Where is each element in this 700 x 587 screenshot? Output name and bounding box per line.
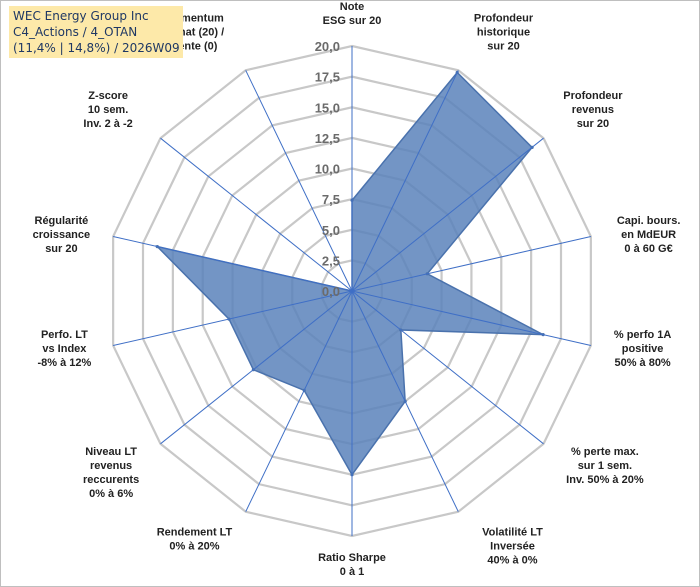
tick-label: 10,0	[315, 162, 340, 177]
category-label-line: Z-score	[88, 90, 128, 102]
category-label-6: Volatilité LT Inversée 40% à 0%	[482, 527, 543, 567]
tick-label: 17,5	[315, 70, 340, 85]
category-label-5: % perte max. sur 1 sem. Inv. 50% à 20%	[566, 446, 644, 486]
category-label-line: Profondeur	[563, 90, 623, 102]
category-label-line: Rendement LT	[157, 527, 233, 539]
category-label-line: 0 à 1	[340, 566, 364, 578]
radar-tick-labels: 0,0 2,5 5,0 7,5 10,0 12,5 15,0 17,5 20,0	[315, 39, 340, 299]
category-label-line: sur 20	[577, 118, 609, 130]
category-label-line: sur 20	[487, 41, 519, 53]
category-label-line: sur 20	[45, 243, 77, 255]
category-label-line: % perte max.	[571, 446, 639, 458]
category-label-line: 0% à 20%	[169, 541, 219, 553]
category-label-line: 50% à 80%	[614, 357, 670, 369]
category-label-9: Niveau LT revenus reccurents 0% à 6%	[83, 446, 139, 500]
category-label-0: Note ESG sur 20	[323, 1, 382, 27]
axis-spoke-2	[351, 137, 544, 292]
tick-label: 0,0	[322, 284, 340, 299]
category-label-line: Profondeur	[474, 13, 534, 25]
category-label-line: 0 à 60 G€	[624, 243, 672, 255]
category-label-line: Capi. bours.	[617, 215, 681, 227]
category-label-line: sur 1 sem.	[578, 460, 632, 472]
category-label-line: croissance	[33, 229, 90, 241]
tick-label: 2,5	[322, 253, 340, 268]
radar-series	[154, 70, 545, 477]
tick-label: 20,0	[315, 39, 340, 54]
category-label-10: Perfo. LT vs Index -8% à 12%	[37, 329, 91, 369]
axis-spoke-12	[160, 137, 353, 292]
category-label-line: Vente (0)	[172, 41, 218, 53]
axis-spoke-4	[351, 290, 592, 346]
series-area-0	[154, 71, 544, 477]
category-label-line: Ratio Sharpe	[318, 552, 386, 564]
category-label-line: vs Index	[42, 343, 87, 355]
category-label-line: historique	[477, 27, 530, 39]
category-label-line: 10 sem.	[88, 104, 128, 116]
axis-spoke-1	[351, 70, 459, 292]
axis-spoke-9	[160, 290, 353, 445]
category-label-line: -8% à 12%	[37, 357, 91, 369]
radar-category-labels: Note ESG sur 20 Profondeur historique sur 20…	[33, 1, 681, 578]
axis-spoke-3	[351, 236, 592, 292]
axis-spoke-8	[245, 290, 353, 512]
category-label-line: % perfo 1A	[614, 329, 672, 341]
axis-spoke-6	[351, 290, 459, 512]
axis-spoke-5	[351, 290, 544, 445]
category-label-line: revenus	[90, 460, 132, 472]
category-label-3: Capi. bours. en MdEUR 0 à 60 G€	[617, 215, 681, 255]
category-label-line: positive	[622, 343, 664, 355]
radar-axes	[112, 46, 592, 536]
category-label-line: Inv. 2 à -2	[83, 118, 132, 130]
category-label-line: revenus	[572, 104, 614, 116]
category-label-line: Volatilité LT	[482, 527, 543, 539]
chart-title-line-2: C4_Actions / 4_OTAN	[13, 25, 138, 39]
category-label-line: 0% à 6%	[89, 488, 133, 500]
category-label-line: 40% à 0%	[487, 555, 537, 567]
category-label-line: Inv. 50% à 20%	[566, 474, 644, 486]
category-label-1: Profondeur historique sur 20	[474, 13, 534, 53]
chart-title-box: WEC Energy Group Inc C4_Actions / 4_OTAN…	[9, 6, 183, 58]
chart-title-line-3: (11,4% | 14,8%) / 2026W09	[13, 41, 180, 55]
category-label-line: Niveau LT	[85, 446, 137, 458]
axis-spoke-13	[245, 70, 353, 292]
category-label-line: ESG sur 20	[323, 15, 382, 27]
axis-spoke-10	[112, 290, 353, 346]
category-label-line: Note	[340, 1, 364, 13]
axis-spoke-11	[112, 236, 353, 292]
chart-title-line-1: WEC Energy Group Inc	[13, 9, 149, 23]
tick-label: 12,5	[315, 131, 340, 146]
category-label-line: Inversée	[490, 541, 535, 553]
category-label-2: Profondeur revenus sur 20	[563, 90, 623, 130]
tick-label: 5,0	[322, 223, 340, 238]
category-label-line: reccurents	[83, 474, 139, 486]
category-label-line: en MdEUR	[621, 229, 676, 241]
category-label-line: Perfo. LT	[41, 329, 88, 341]
category-label-11: Régularité croissance sur 20	[33, 215, 90, 255]
tick-label: 15,0	[315, 100, 340, 115]
category-label-7: Ratio Sharpe 0 à 1	[318, 552, 386, 578]
category-label-8: Rendement LT 0% à 20%	[157, 527, 233, 553]
category-label-line: Régularité	[35, 215, 89, 227]
category-label-4: % perfo 1A positive 50% à 80%	[614, 329, 672, 369]
tick-label: 7,5	[322, 192, 340, 207]
category-label-12: Z-score 10 sem. Inv. 2 à -2	[83, 90, 132, 130]
